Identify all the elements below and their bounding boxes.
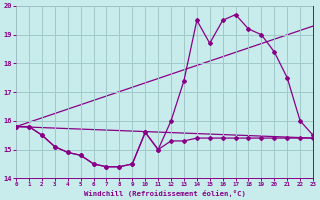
X-axis label: Windchill (Refroidissement éolien,°C): Windchill (Refroidissement éolien,°C) (84, 190, 245, 197)
